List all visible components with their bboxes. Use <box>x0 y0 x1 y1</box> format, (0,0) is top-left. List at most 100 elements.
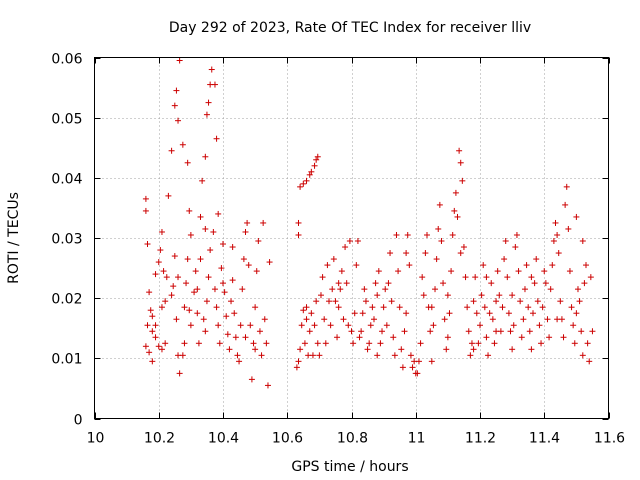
data-point <box>303 316 310 323</box>
data-point <box>428 304 435 311</box>
data-point <box>306 171 313 178</box>
data-point <box>191 289 198 296</box>
data-point <box>547 286 554 293</box>
data-point <box>398 346 405 353</box>
data-point <box>518 334 525 341</box>
data-point <box>370 316 377 323</box>
data-point <box>234 352 241 359</box>
data-point <box>525 304 532 311</box>
data-point <box>536 322 543 329</box>
data-point <box>436 201 443 208</box>
data-point <box>467 352 474 359</box>
data-point <box>428 358 435 365</box>
data-point <box>221 289 228 296</box>
data-point <box>399 364 406 371</box>
data-point <box>184 159 191 166</box>
data-point <box>266 259 273 266</box>
data-point <box>364 346 371 353</box>
data-point <box>541 268 548 275</box>
data-point <box>162 340 169 347</box>
data-point <box>216 340 223 347</box>
data-point <box>568 304 575 311</box>
data-point <box>142 195 149 202</box>
data-point <box>345 322 352 329</box>
data-point <box>354 238 361 245</box>
data-point <box>181 340 188 347</box>
data-point <box>512 244 519 251</box>
data-point <box>228 298 235 305</box>
data-point <box>403 250 410 257</box>
x-tick-label: 10.6 <box>272 431 303 447</box>
data-point <box>485 352 492 359</box>
data-point <box>544 316 551 323</box>
data-point <box>215 210 222 217</box>
data-point <box>574 286 581 293</box>
data-point <box>477 322 483 329</box>
data-point <box>338 268 345 275</box>
data-point <box>250 340 257 347</box>
data-point <box>377 340 384 347</box>
data-point <box>335 280 342 287</box>
data-point <box>170 283 177 290</box>
data-point <box>578 328 585 335</box>
data-point <box>457 159 464 166</box>
data-point <box>314 340 321 347</box>
data-point <box>152 334 159 341</box>
data-point <box>350 340 357 347</box>
data-point <box>414 370 421 377</box>
data-point <box>311 322 318 329</box>
data-point <box>571 340 578 347</box>
data-point <box>367 322 374 329</box>
data-point <box>427 328 434 335</box>
x-tick-label: 11.2 <box>465 431 496 447</box>
data-point <box>168 147 175 154</box>
data-point <box>449 231 456 238</box>
x-tick-label: 10.2 <box>144 431 175 447</box>
data-point <box>491 340 498 347</box>
data-point <box>526 328 533 335</box>
y-tick-label: 0.05 <box>51 112 82 128</box>
data-point <box>173 87 180 94</box>
data-point <box>165 192 172 199</box>
data-point <box>505 310 512 317</box>
data-point <box>483 334 490 341</box>
data-point <box>313 156 320 163</box>
data-point <box>340 316 347 323</box>
y-tick-label: 0.03 <box>51 232 82 248</box>
data-point <box>175 117 182 124</box>
data-point <box>308 168 315 175</box>
data-point <box>329 286 336 293</box>
data-point <box>565 225 572 232</box>
data-point <box>260 219 267 226</box>
data-point <box>587 274 594 281</box>
data-point <box>507 328 514 335</box>
data-point <box>396 304 403 311</box>
data-point <box>515 268 522 275</box>
data-point <box>152 322 159 329</box>
data-point <box>513 231 520 238</box>
data-point <box>306 328 313 335</box>
data-point <box>197 213 204 220</box>
data-point <box>248 376 255 383</box>
data-point <box>200 316 207 323</box>
data-point <box>481 304 488 311</box>
data-point <box>475 340 482 347</box>
data-point <box>295 231 302 238</box>
data-point <box>184 256 191 263</box>
data-point <box>239 286 246 293</box>
data-point <box>321 316 328 323</box>
data-point <box>313 298 320 305</box>
data-point <box>576 298 583 305</box>
data-point <box>353 262 360 269</box>
data-point <box>366 340 373 347</box>
x-tick-label: 11.6 <box>594 431 625 447</box>
data-point <box>510 322 517 329</box>
y-tick-label: 0.01 <box>51 352 82 368</box>
data-point <box>464 304 471 311</box>
data-point <box>539 304 546 311</box>
data-point <box>579 352 586 359</box>
data-point <box>160 268 167 275</box>
data-point <box>309 352 316 359</box>
data-point <box>432 286 439 293</box>
